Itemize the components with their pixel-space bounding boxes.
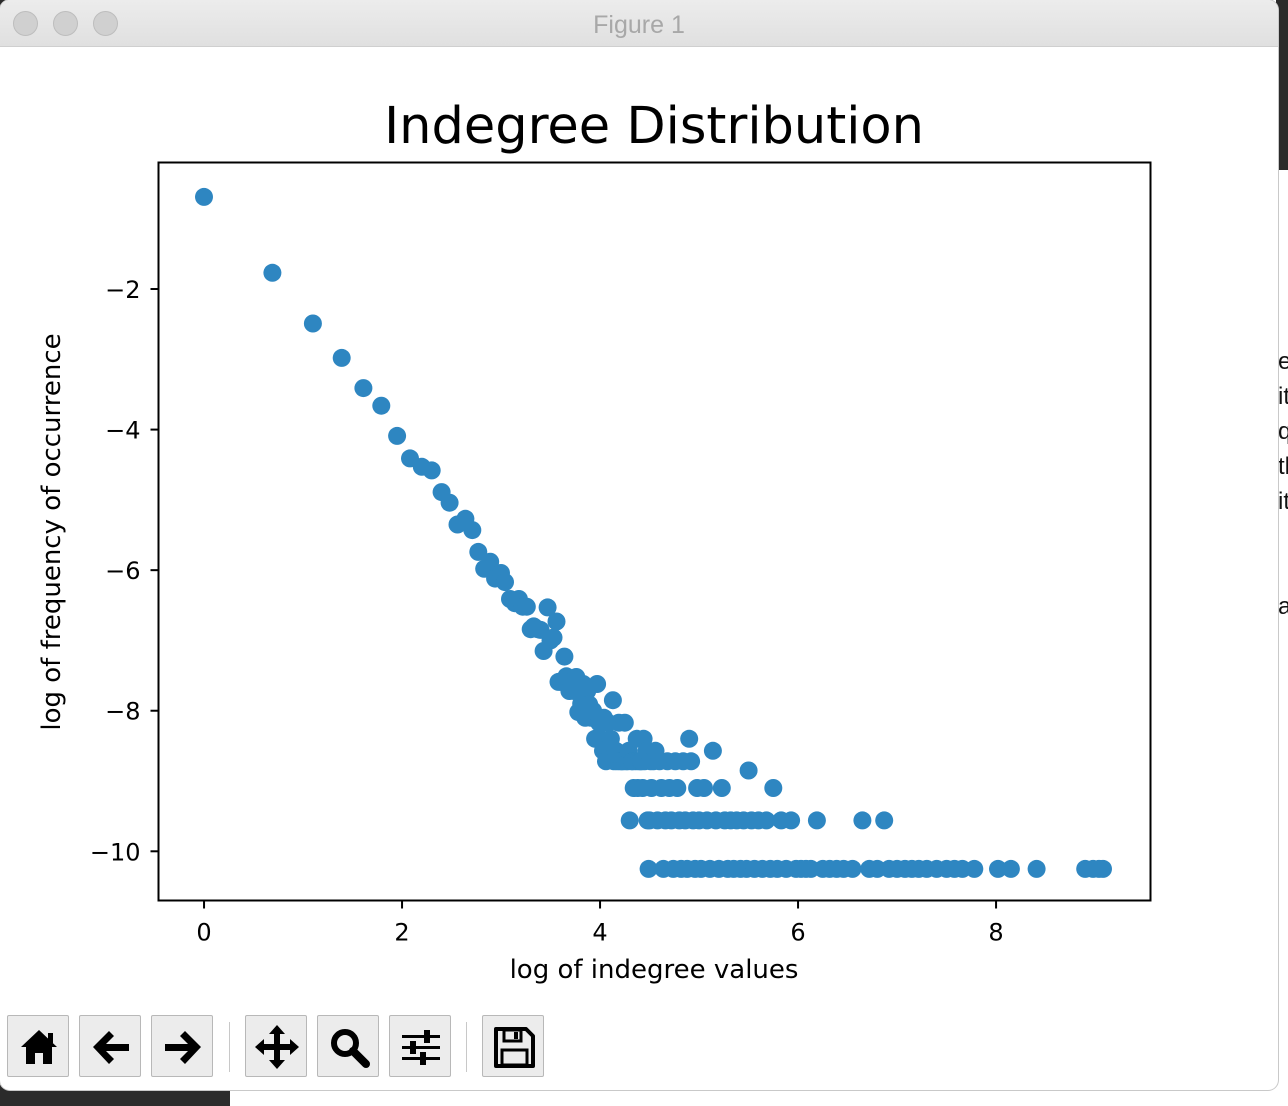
toolbar-separator [229, 1022, 230, 1072]
scatter-point [195, 187, 213, 206]
toolbar-separator [466, 1022, 467, 1072]
arrow-left-icon [93, 1031, 129, 1064]
scatter-point [1094, 859, 1112, 878]
scatter-point [807, 811, 826, 830]
y-axis-label: log of frequency of occurrence [37, 333, 67, 730]
y-tick-label: −8 [105, 698, 140, 726]
save-button[interactable] [482, 1015, 544, 1077]
magnifier-icon [331, 1029, 370, 1068]
scatter-point [538, 598, 557, 617]
scatter-point [481, 552, 500, 571]
scatter-point [517, 597, 536, 616]
scatter-point [680, 729, 699, 748]
scatter-point [544, 628, 563, 647]
scatter-point [603, 691, 622, 710]
home-icon [21, 1030, 57, 1064]
scatter-point [757, 811, 776, 830]
chart-title: Indegree Distribution [384, 97, 924, 156]
scatter-point [555, 647, 574, 666]
zoom-window-button[interactable] [93, 11, 118, 36]
scatter-point [739, 761, 758, 780]
scatter-point [782, 811, 801, 830]
x-axis-label: log of indegree values [510, 955, 799, 985]
scatter-point [668, 779, 687, 797]
background-text-line: th [1278, 453, 1288, 480]
scatter-point [588, 675, 607, 693]
navigation-toolbar [0, 1008, 1278, 1090]
scatter-point [469, 542, 488, 561]
background-text-gap [1278, 519, 1288, 554]
background-text-line: a [1278, 593, 1288, 620]
scatter-point [440, 493, 459, 512]
y-tick-label: −4 [105, 417, 140, 445]
close-window-button[interactable] [13, 11, 38, 36]
scatter-point [1001, 859, 1020, 878]
arrow-right-icon [165, 1031, 201, 1064]
scatter-point [682, 752, 701, 771]
scatter-point [703, 741, 722, 760]
x-tick-label: 2 [394, 919, 409, 947]
scatter-point [639, 859, 658, 878]
sliders-icon [402, 1030, 440, 1065]
y-tick-label: −2 [105, 276, 140, 304]
x-tick-label: 4 [592, 919, 607, 947]
move-icon [255, 1025, 299, 1069]
scatter-point [332, 348, 351, 367]
scatter-point [496, 573, 514, 592]
scatter-point [712, 779, 731, 797]
configure-subplots-button[interactable] [389, 1015, 451, 1077]
zoom-button[interactable] [317, 1015, 379, 1077]
home-button[interactable] [7, 1015, 69, 1077]
window-title: Figure 1 [593, 11, 685, 39]
background-text: e it q th it a [1278, 344, 1288, 624]
scatter-point [764, 779, 783, 797]
scatter-point [1027, 859, 1046, 878]
scatter-point [615, 713, 634, 732]
y-tick-label: −6 [105, 557, 140, 585]
pan-button[interactable] [245, 1015, 307, 1077]
plot-area[interactable] [157, 161, 1152, 902]
background-window-edge [1276, 0, 1288, 170]
forward-button[interactable] [151, 1015, 213, 1077]
scatter-point [620, 811, 639, 830]
scatter-point [965, 859, 984, 878]
scatter-point [388, 426, 407, 445]
background-text-line: it [1278, 488, 1288, 515]
scatter-point [422, 461, 441, 480]
scatter-point [695, 779, 713, 797]
y-tick-label: −10 [90, 838, 141, 866]
scatter-point [547, 612, 566, 631]
scatter-point [372, 396, 391, 415]
y-axis-ticks: −2 −4 −6 −8 −10 [90, 276, 159, 866]
floppy-disk-icon [494, 1027, 535, 1068]
scatter-point [354, 379, 373, 398]
background-text-line: q [1278, 418, 1288, 445]
background-text-gap [1278, 554, 1288, 589]
x-tick-label: 8 [988, 919, 1003, 947]
scatter-points [195, 187, 1112, 878]
scatter-point [989, 859, 1007, 878]
x-tick-label: 6 [790, 919, 805, 947]
minimize-window-button[interactable] [53, 11, 78, 36]
background-text-line: it [1278, 383, 1288, 410]
scatter-point [303, 314, 322, 333]
back-button[interactable] [79, 1015, 141, 1077]
background-text-line: e [1278, 348, 1288, 375]
scatter-point [853, 811, 872, 830]
scatter-point [263, 263, 282, 282]
scatter-point [843, 859, 862, 878]
scatter-point [463, 521, 482, 540]
title-bar[interactable]: Figure 1 [0, 0, 1278, 47]
scatter-point [875, 811, 894, 830]
x-tick-label: 0 [196, 919, 211, 947]
x-axis-ticks: 0 2 4 6 8 [196, 900, 1004, 947]
